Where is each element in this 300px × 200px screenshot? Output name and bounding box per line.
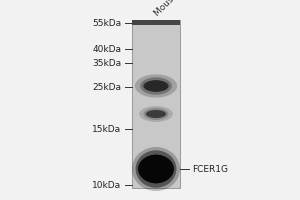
Text: 10kDa: 10kDa xyxy=(92,180,122,190)
Text: 15kDa: 15kDa xyxy=(92,124,122,134)
Ellipse shape xyxy=(146,110,166,118)
Ellipse shape xyxy=(132,147,180,191)
Text: FCER1G: FCER1G xyxy=(192,164,228,173)
Ellipse shape xyxy=(135,74,177,98)
Text: 35kDa: 35kDa xyxy=(92,58,122,68)
Ellipse shape xyxy=(136,150,176,188)
Bar xyxy=(132,20,180,25)
Bar xyxy=(132,20,180,188)
Text: Mouse spleen: Mouse spleen xyxy=(153,0,203,18)
Ellipse shape xyxy=(146,80,167,92)
Ellipse shape xyxy=(138,155,174,183)
Ellipse shape xyxy=(140,155,172,183)
Ellipse shape xyxy=(148,110,164,118)
Text: 25kDa: 25kDa xyxy=(92,83,122,92)
Ellipse shape xyxy=(139,106,173,122)
Ellipse shape xyxy=(143,108,169,120)
Ellipse shape xyxy=(143,80,169,92)
Ellipse shape xyxy=(140,77,172,95)
Text: 40kDa: 40kDa xyxy=(92,45,122,53)
Text: 55kDa: 55kDa xyxy=(92,19,122,27)
